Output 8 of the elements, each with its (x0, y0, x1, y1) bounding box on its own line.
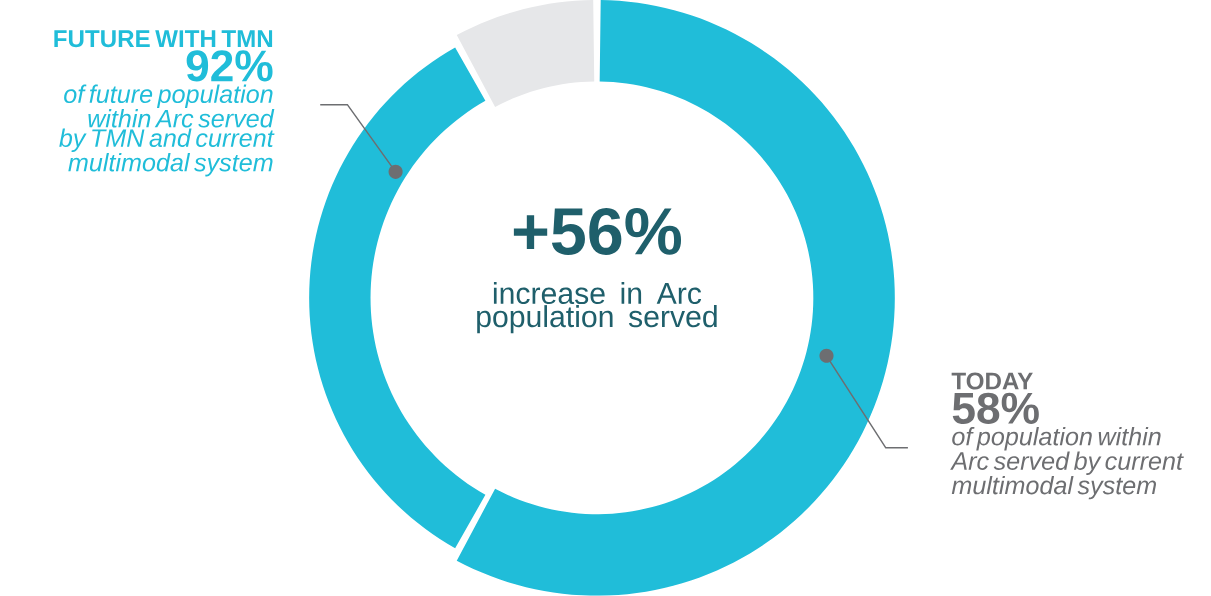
text: increase in Arc population served (477, 282, 717, 334)
text: 92% (186, 50, 273, 82)
text: 58% (952, 392, 1039, 425)
slice-label: FUTURE WITH TMN (54, 30, 273, 48)
text: +56% (513, 208, 682, 256)
text: of future population within Arc served by TMN and current multimodal system (59, 84, 275, 177)
text: of population within Arc served by current multimodal system (950, 427, 1184, 500)
slice-label: TODAY (951, 372, 1033, 390)
